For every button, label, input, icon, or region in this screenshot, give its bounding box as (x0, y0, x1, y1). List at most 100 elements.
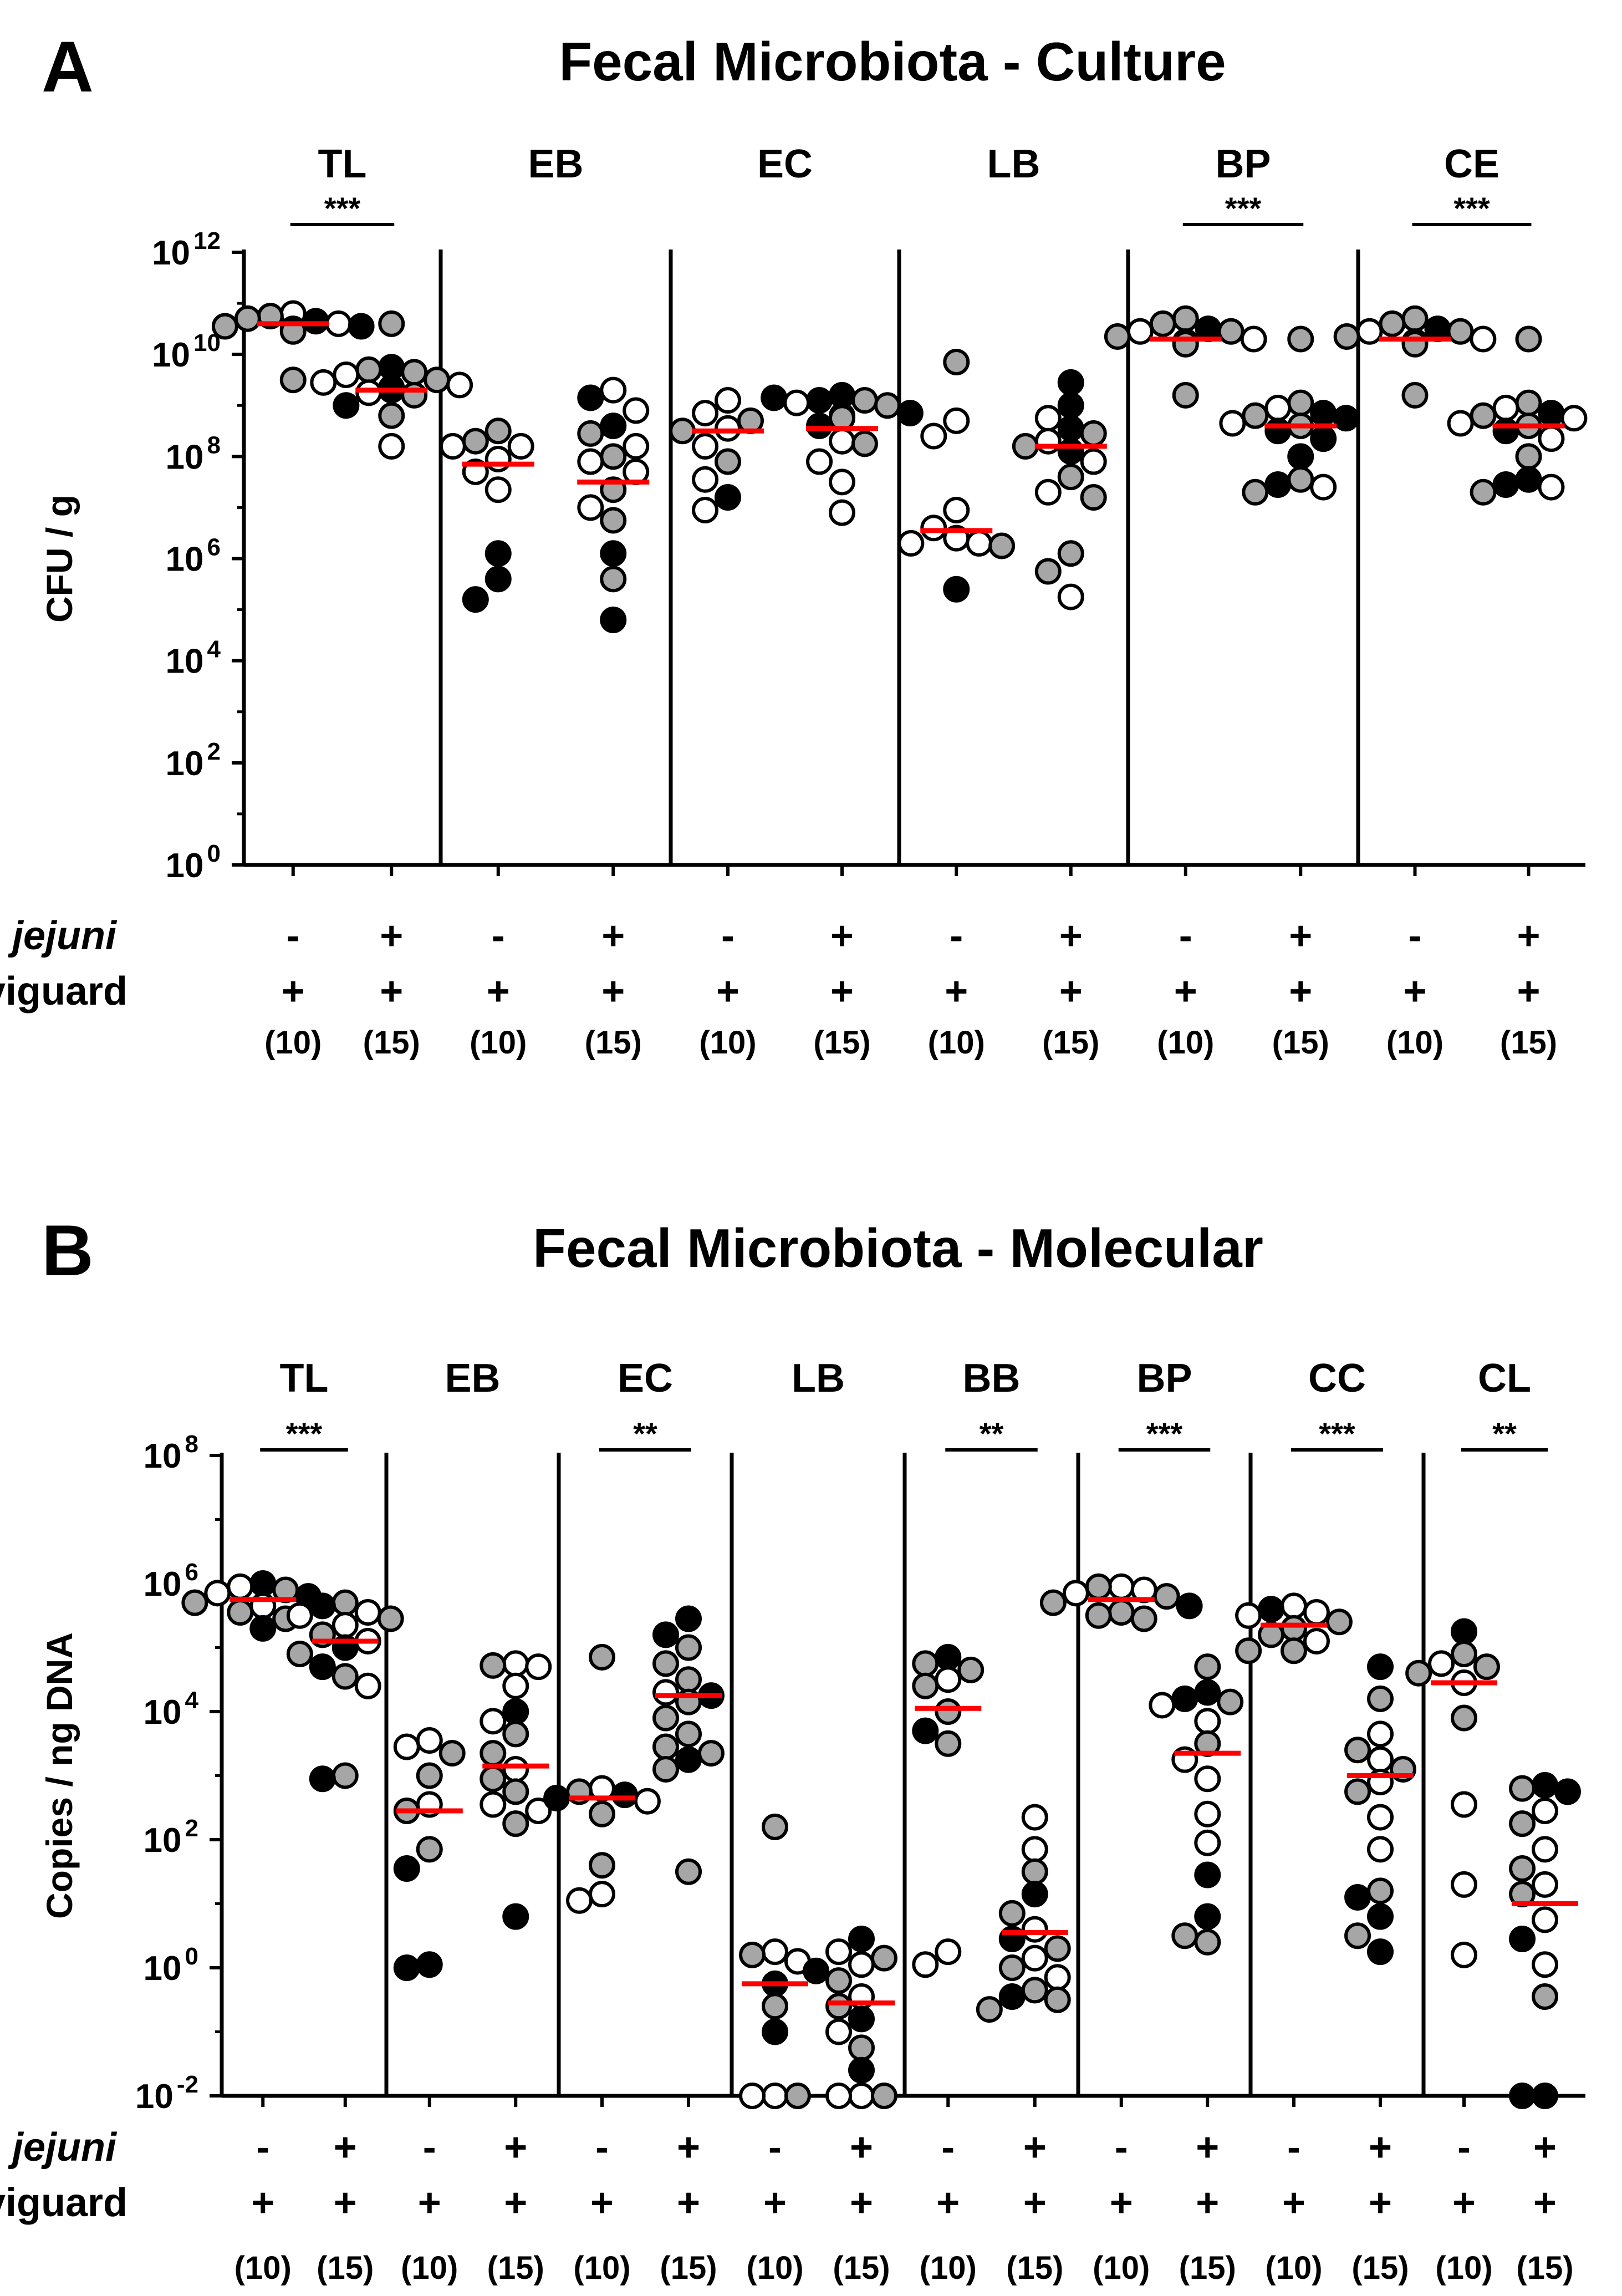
data-point (309, 1765, 336, 1793)
data-point (1509, 2083, 1536, 2109)
cjejuni-status: + (677, 2125, 700, 2170)
aviguard-status: + (504, 2181, 527, 2225)
data-point (502, 1698, 529, 1725)
data-point (589, 1800, 615, 1827)
group-label: EC (757, 142, 813, 186)
data-point (333, 392, 360, 419)
row-label-cjejuni: C. jejuni (0, 914, 118, 958)
y-tick-exponent: -2 (177, 2071, 198, 2098)
row-label-aviguard: Aviguard (0, 2181, 127, 2225)
data-point (348, 313, 375, 340)
group-label: CL (1478, 1356, 1531, 1401)
chart-title: Fecal Microbiota - Molecular (533, 1218, 1263, 1279)
cjejuni-status: + (1289, 914, 1312, 958)
y-tick-label: 10 2 (144, 1815, 198, 1860)
row-label-cjejuni: C. jejuni (0, 2125, 118, 2170)
data-point (920, 422, 947, 450)
group-cl: CL ** - + (10) + + (15) (1405, 1356, 1581, 2286)
data-point (1281, 1637, 1307, 1664)
data-point (502, 1903, 529, 1930)
sample-size: (10) (928, 1025, 985, 1061)
data-point (1367, 1938, 1394, 1966)
cjejuni-status: + (1533, 2125, 1557, 2170)
sample-size: (15) (833, 2250, 890, 2286)
data-point (393, 1954, 420, 1981)
data-point (851, 430, 878, 457)
y-tick-label: 10 -2 (135, 2071, 198, 2116)
data-point (1509, 1810, 1536, 1837)
y-tick-label: 10 10 (152, 329, 221, 374)
group-label: BP (1136, 1356, 1192, 1401)
data-point (848, 2034, 875, 2061)
data-point (484, 566, 512, 593)
panel-letter: B (42, 1210, 94, 1291)
y-tick-exponent: 12 (193, 227, 221, 254)
data-point (286, 1641, 313, 1668)
data-point (998, 1900, 1026, 1927)
data-point (309, 1653, 336, 1681)
data-point (669, 418, 696, 445)
data-point (1044, 1935, 1071, 1962)
group-label: EB (445, 1356, 500, 1401)
data-point (825, 2018, 853, 2045)
data-point (825, 1993, 853, 2020)
data-point (462, 427, 489, 455)
data-point (484, 445, 512, 472)
sample-size: (10) (1265, 2250, 1322, 2286)
sample-size: (10) (1093, 2250, 1150, 2286)
cjejuni-status: - (721, 914, 735, 958)
cjejuni-status: + (504, 2125, 527, 2170)
data-point (1451, 1941, 1477, 1968)
y-tick-exponent: 2 (207, 738, 221, 765)
data-point (762, 1938, 788, 1966)
data-point (502, 1755, 529, 1783)
cjejuni-status: - (1457, 2125, 1471, 2170)
significance-label: *** (1453, 191, 1490, 226)
data-point (1172, 381, 1199, 409)
data-point (1021, 1977, 1048, 2004)
cjejuni-status: - (1409, 914, 1422, 958)
data-point (1509, 1775, 1536, 1802)
data-point (424, 366, 451, 394)
aviguard-status: + (590, 2181, 614, 2225)
data-point (1176, 1592, 1203, 1620)
data-point (692, 466, 719, 493)
aviguard-status: + (380, 969, 403, 1014)
data-point (825, 2083, 853, 2109)
data-point (1240, 325, 1267, 353)
data-point (1149, 1692, 1176, 1719)
data-point (1451, 1791, 1477, 1818)
y-tick-label: 10 2 (166, 738, 221, 783)
data-point (354, 1598, 381, 1626)
data-point (1532, 1951, 1558, 1978)
sample-size: (10) (264, 1025, 322, 1061)
data-point (1492, 471, 1519, 498)
data-point (480, 1765, 507, 1793)
group-tl: TL *** - + (10) + + (15) (181, 1356, 404, 2286)
data-point (652, 1733, 680, 1760)
data-point (1194, 1861, 1221, 1888)
aviguard-status: + (1023, 2181, 1047, 2225)
group-ce: CE *** - + (10) + + (15) (1333, 142, 1588, 1061)
data-point (715, 387, 741, 414)
data-point (1104, 323, 1131, 350)
data-point (1367, 1804, 1394, 1831)
data-point (1344, 1922, 1371, 1949)
data-point (1080, 484, 1107, 511)
data-point (1287, 389, 1314, 416)
group-label: EB (528, 142, 583, 186)
significance-label: *** (286, 1416, 323, 1451)
y-tick-exponent: 4 (185, 1687, 199, 1714)
aviguard-status: + (487, 969, 510, 1014)
data-point (848, 1926, 875, 1953)
y-tick-exponent: 6 (185, 1559, 198, 1586)
data-point (543, 1784, 570, 1811)
data-point (829, 499, 855, 526)
group-label: TL (318, 142, 367, 186)
data-point (1451, 1641, 1477, 1668)
data-point (1333, 323, 1360, 350)
cjejuni-status: + (380, 914, 403, 958)
data-point (1287, 325, 1314, 353)
data-point (502, 1810, 529, 1837)
data-point (355, 356, 382, 383)
